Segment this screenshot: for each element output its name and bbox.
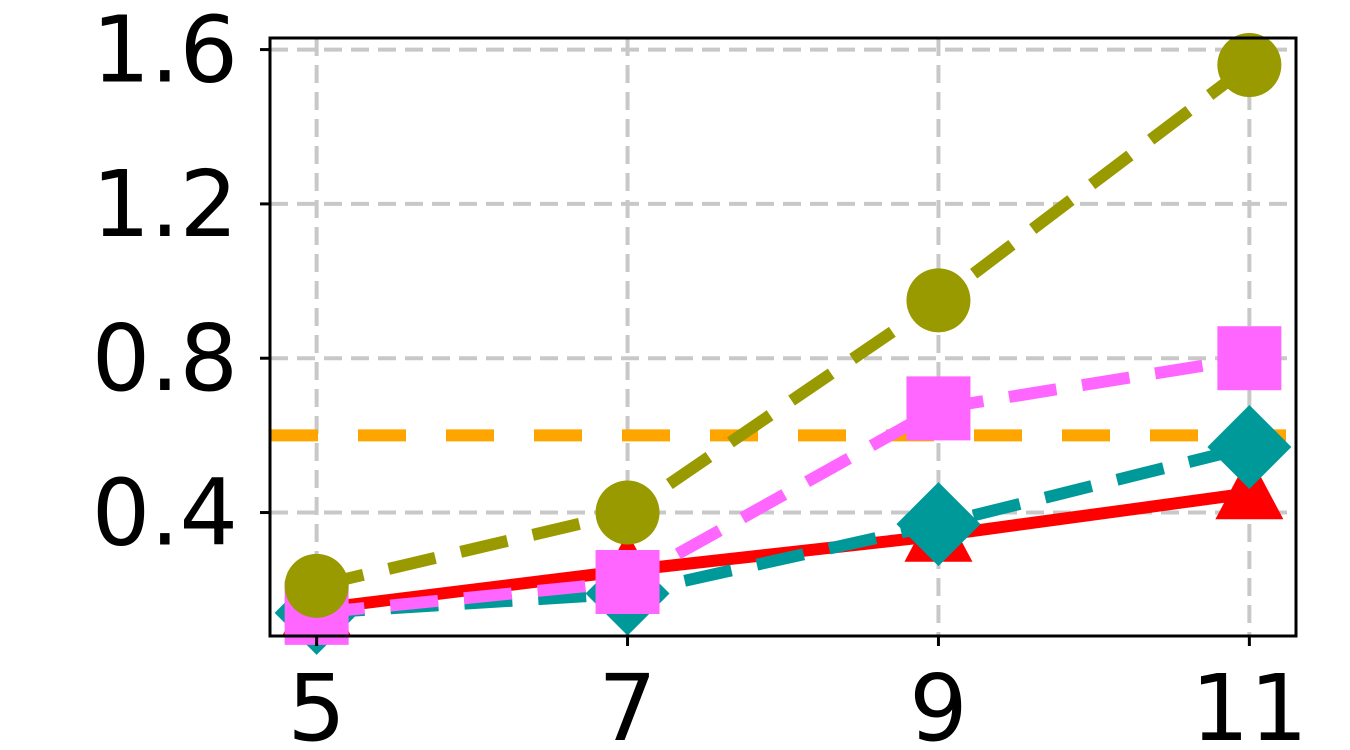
series-layer: [274, 33, 1292, 655]
data-point-square: [1217, 326, 1282, 391]
x-tick-label: 9: [909, 655, 968, 750]
data-point-circle: [284, 553, 349, 618]
x-tick-label: 11: [1191, 655, 1308, 750]
data-point-square: [906, 376, 971, 441]
tick-labels: 5 7 9 11 0.4 0.8 1.2 1.6: [92, 0, 1308, 750]
series-square: [284, 326, 1282, 645]
ticks: [260, 48, 1251, 646]
data-point-circle: [1217, 33, 1282, 98]
series-line: [315, 60, 1253, 592]
data-point-square: [595, 549, 660, 614]
series-circle: [284, 33, 1282, 618]
grid: [270, 38, 1296, 636]
y-tick-label: 0.8: [92, 305, 238, 412]
y-tick-label: 1.2: [92, 151, 238, 258]
x-tick-label: 7: [598, 655, 657, 750]
data-point-diamond: [1207, 404, 1292, 489]
y-tick-label: 0.4: [92, 460, 238, 567]
data-point-diamond: [896, 482, 981, 567]
data-point-circle: [906, 268, 971, 333]
series-diamond: [274, 404, 1292, 655]
series-line: [316, 352, 1251, 619]
x-tick-label: 5: [287, 655, 346, 750]
plot-frame: [268, 36, 1298, 638]
y-tick-label: 1.6: [92, 0, 238, 104]
data-point-circle: [595, 480, 660, 545]
